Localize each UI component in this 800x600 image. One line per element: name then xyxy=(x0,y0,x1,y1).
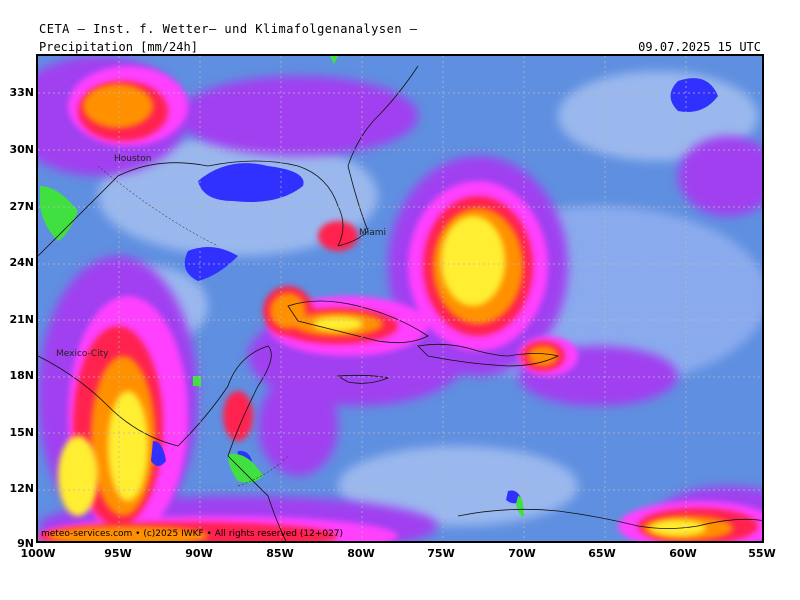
lon-label-55w: 55W xyxy=(748,547,776,560)
graticule xyxy=(38,56,762,541)
precipitation-map: Houston Miami Mexico-City meteo-services… xyxy=(36,54,764,543)
yellow-rain-areas xyxy=(58,216,706,536)
variable-label: Precipitation [mm/24h] xyxy=(39,40,198,54)
lon-label-70w: 70W xyxy=(508,547,536,560)
city-label-miami: Miami xyxy=(359,228,387,238)
coastlines xyxy=(38,65,762,541)
valid-time: 09.07.2025 15 UTC xyxy=(638,40,761,54)
map-subheader: Precipitation [mm/24h] 09.07.2025 15 UTC xyxy=(36,40,764,54)
green-areas xyxy=(40,56,524,518)
lon-label-65w: 65W xyxy=(588,547,616,560)
precipitation-field xyxy=(38,56,762,541)
city-label-houston: Houston xyxy=(114,154,152,164)
lat-label-21n: 21N xyxy=(9,313,34,326)
lon-label-80w: 80W xyxy=(347,547,375,560)
lat-label-18n: 18N xyxy=(9,369,34,382)
lon-label-100w: 100W xyxy=(20,547,56,560)
lon-label-90w: 90W xyxy=(185,547,213,560)
lon-label-85w: 85W xyxy=(266,547,294,560)
lat-label-15n: 15N xyxy=(9,426,34,439)
lon-label-60w: 60W xyxy=(669,547,697,560)
lat-label-30n: 30N xyxy=(9,143,34,156)
header-title: CETA – Inst. f. Wetter– und Klimafolgena… xyxy=(39,22,418,36)
lat-label-9n: 9N xyxy=(17,537,34,550)
lat-label-24n: 24N xyxy=(9,256,34,269)
lat-label-12n: 12N xyxy=(9,482,34,495)
borders xyxy=(97,165,289,487)
lon-label-75w: 75W xyxy=(427,547,455,560)
lat-label-27n: 27N xyxy=(9,200,34,213)
city-label-mexico-city: Mexico-City xyxy=(56,349,109,359)
lat-label-33n: 33N xyxy=(9,86,34,99)
lon-label-95w: 95W xyxy=(104,547,132,560)
copyright-footer: meteo-services.com • (c)2025 IWKF • All … xyxy=(41,529,344,539)
